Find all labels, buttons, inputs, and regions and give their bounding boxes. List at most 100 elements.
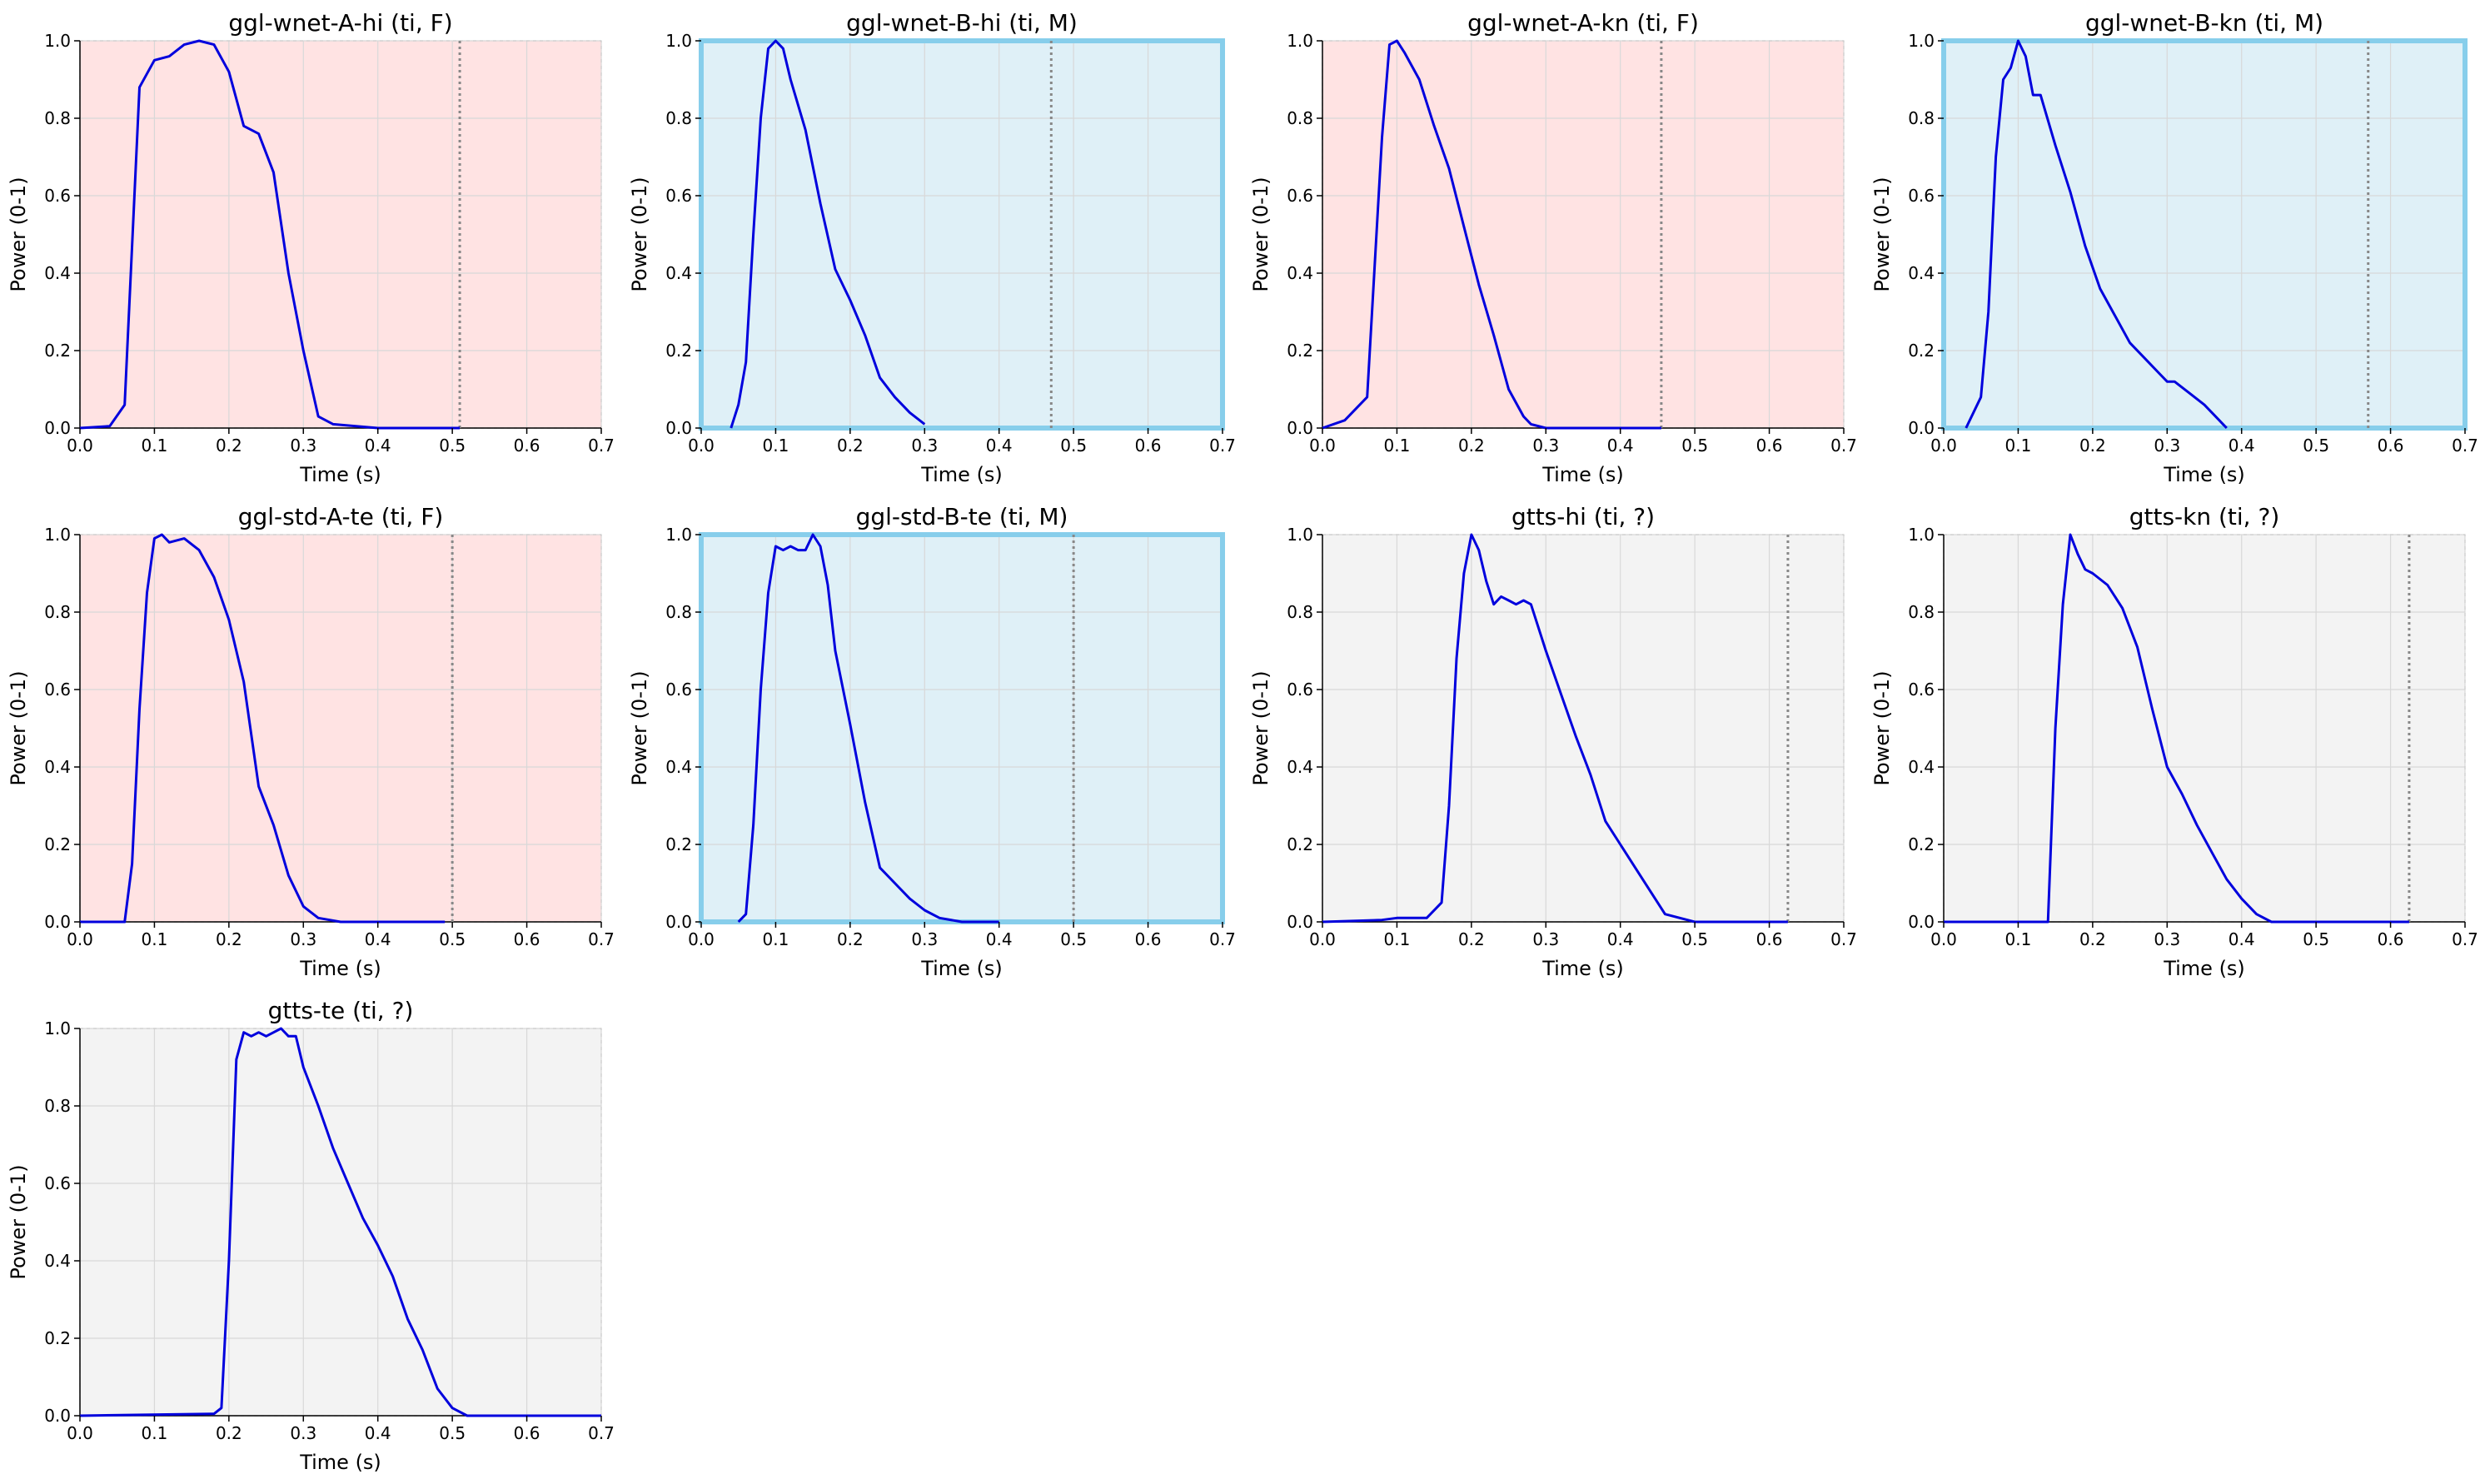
y-tick-label: 0.6 — [44, 680, 71, 700]
power-series-line — [730, 39, 926, 429]
y-tick-label: 0.4 — [1287, 757, 1313, 777]
y-tick-label: 0.8 — [1908, 108, 1935, 128]
x-tick-label: 0.3 — [1532, 929, 1559, 949]
x-tick-label: 0.5 — [2303, 929, 2329, 949]
x-tick-label: 0.1 — [1384, 436, 1411, 456]
y-tick-label: 0.0 — [1908, 912, 1935, 932]
x-tick-label: 0.2 — [216, 929, 242, 949]
y-tick-label: 0.0 — [665, 912, 692, 932]
y-tick-label: 0.4 — [1908, 757, 1935, 777]
x-tick-label: 0.6 — [1135, 929, 1162, 949]
x-tick-label: 0.5 — [439, 929, 466, 949]
x-tick-label: 0.1 — [1384, 929, 1411, 949]
y-tick-label: 0.0 — [44, 418, 71, 438]
subplot-title: ggl-std-A-te (ti, F) — [238, 503, 444, 530]
x-tick-label: 0.6 — [2378, 929, 2404, 949]
subplot-title: ggl-wnet-A-kn (ti, F) — [1467, 9, 1699, 37]
x-tick-label: 0.7 — [588, 436, 615, 456]
y-tick-label: 0.2 — [44, 834, 71, 854]
y-axis-label: Power (0-1) — [1870, 177, 1894, 291]
x-tick-label: 0.6 — [514, 1423, 540, 1443]
y-axis-label: Power (0-1) — [1870, 670, 1894, 785]
x-tick-label: 0.2 — [837, 436, 864, 456]
x-axis-label: Time (s) — [299, 1451, 381, 1474]
y-tick-label: 1.0 — [44, 525, 71, 545]
y-tick-label: 0.8 — [44, 1096, 71, 1116]
subplot-4: 0.0 0.1 0.2 0.3 0.4 0.5 0.6 0.7 0.0 0.2 0.4 0.6 0.8 1… — [1870, 9, 2478, 486]
plot-background — [1322, 535, 1844, 922]
x-tick-label: 0.4 — [365, 929, 391, 949]
x-tick-label: 0.5 — [439, 436, 466, 456]
power-series-line — [737, 533, 999, 924]
y-axis-label: Power (0-1) — [7, 1164, 30, 1279]
subplot-7: 0.0 0.1 0.2 0.3 0.4 0.5 0.6 0.7 0.0 0.2 0.4 0.6 0.8 1… — [1249, 503, 1857, 980]
x-tick-label: 0.3 — [911, 929, 938, 949]
y-tick-label: 0.4 — [665, 263, 692, 283]
plot-background — [80, 41, 601, 428]
x-tick-label: 0.0 — [1309, 436, 1336, 456]
plot-background — [80, 535, 601, 922]
subplot-5: 0.0 0.1 0.2 0.3 0.4 0.5 0.6 0.7 0.0 0.2 0.4 0.6 0.8 1… — [7, 503, 615, 980]
power-series-line — [79, 39, 461, 430]
x-tick-label: 0.0 — [67, 436, 93, 456]
y-tick-label: 0.6 — [1287, 186, 1313, 206]
x-tick-label: 0.5 — [1681, 929, 1708, 949]
y-tick-label: 0.4 — [1908, 263, 1935, 283]
x-tick-label: 0.0 — [67, 929, 93, 949]
x-axis-label: Time (s) — [920, 957, 1003, 980]
y-tick-label: 0.6 — [1908, 186, 1935, 206]
y-tick-label: 0.2 — [665, 341, 692, 361]
y-tick-label: 1.0 — [44, 1018, 71, 1038]
y-tick-label: 0.8 — [1287, 108, 1313, 128]
subplot-title: ggl-wnet-B-hi (ti, M) — [846, 9, 1078, 37]
y-tick-label: 0.0 — [44, 1406, 71, 1426]
x-tick-label: 0.6 — [2378, 436, 2404, 456]
x-tick-label: 0.2 — [216, 436, 242, 456]
x-tick-label: 0.7 — [2452, 436, 2478, 456]
x-axis-label: Time (s) — [299, 957, 381, 980]
power-series-line — [1322, 533, 1788, 924]
y-tick-label: 0.8 — [665, 108, 692, 128]
y-axis-label: Power (0-1) — [628, 177, 651, 291]
power-series-line — [79, 1027, 601, 1417]
x-tick-label: 0.3 — [290, 1423, 316, 1443]
x-tick-label: 0.7 — [588, 929, 615, 949]
subplot-8: 0.0 0.1 0.2 0.3 0.4 0.5 0.6 0.7 0.0 0.2 0.4 0.6 0.8 1… — [1870, 503, 2478, 980]
highlight-border — [699, 38, 1225, 431]
y-tick-label: 1.0 — [44, 31, 71, 51]
y-tick-label: 0.6 — [665, 680, 692, 700]
y-tick-label: 0.8 — [44, 108, 71, 128]
y-tick-label: 0.2 — [1908, 341, 1935, 361]
x-tick-label: 0.4 — [1607, 436, 1634, 456]
y-tick-label: 0.4 — [44, 757, 71, 777]
plot-background — [1322, 41, 1844, 428]
x-tick-label: 0.0 — [1930, 436, 1957, 456]
x-tick-label: 0.5 — [2303, 436, 2329, 456]
subplot-title: ggl-wnet-A-hi (ti, F) — [228, 9, 452, 37]
y-tick-label: 1.0 — [1908, 525, 1935, 545]
x-tick-label: 0.4 — [2229, 436, 2255, 456]
x-tick-label: 0.2 — [2079, 929, 2106, 949]
y-tick-label: 0.2 — [44, 341, 71, 361]
y-tick-label: 0.6 — [44, 186, 71, 206]
x-tick-label: 0.7 — [2452, 929, 2478, 949]
x-tick-label: 0.3 — [1532, 436, 1559, 456]
y-tick-label: 1.0 — [1287, 525, 1313, 545]
x-tick-label: 0.1 — [142, 929, 168, 949]
x-axis-label: Time (s) — [2163, 463, 2245, 486]
x-tick-label: 0.4 — [986, 436, 1013, 456]
y-axis-label: Power (0-1) — [7, 670, 30, 785]
subplot-title: gtts-hi (ti, ?) — [1511, 503, 1655, 530]
y-axis-label: Power (0-1) — [1249, 670, 1272, 785]
x-tick-label: 0.7 — [588, 1423, 615, 1443]
y-tick-label: 1.0 — [1287, 31, 1313, 51]
y-axis-label: Power (0-1) — [1249, 177, 1272, 291]
subplot-6: 0.0 0.1 0.2 0.3 0.4 0.5 0.6 0.7 0.0 0.2 0.4 0.6 0.8 1… — [628, 503, 1236, 980]
subplot-title: ggl-std-B-te (ti, M) — [856, 503, 1068, 530]
subplot-1: 0.0 0.1 0.2 0.3 0.4 0.5 0.6 0.7 0.0 0.2 0.4 0.6 0.8 1… — [7, 9, 615, 486]
x-tick-label: 0.6 — [1756, 929, 1783, 949]
plot-background — [701, 41, 1223, 428]
y-axis-label: Power (0-1) — [7, 177, 30, 291]
y-axis-label: Power (0-1) — [628, 670, 651, 785]
